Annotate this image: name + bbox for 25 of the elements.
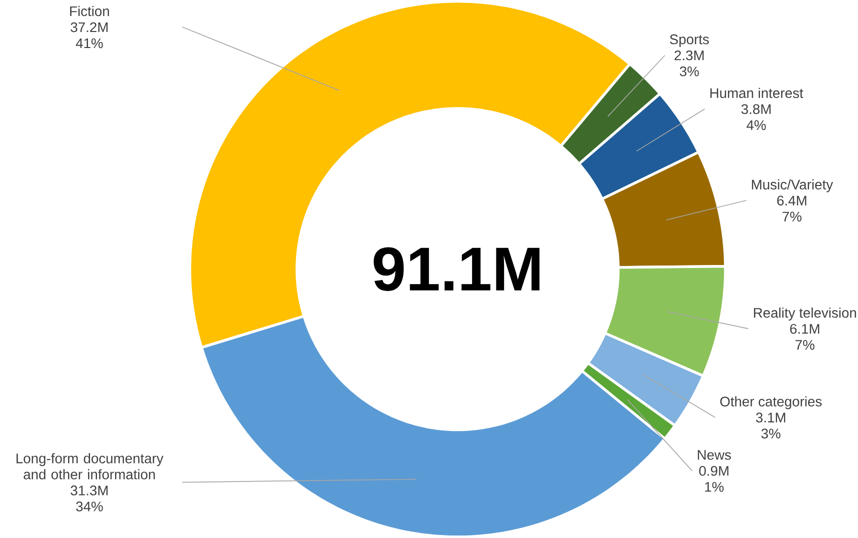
slice-label: Music/Variety [752, 179, 834, 192]
text: 91.1M [374, 247, 540, 291]
slice-label: Long-form documentary and other information [16, 453, 164, 480]
text: 41% [76, 38, 103, 48]
slice-label: Fiction [70, 6, 109, 16]
text: 34% [76, 501, 103, 512]
slice-label: Other categories [720, 396, 822, 410]
data-label: 2.3M [674, 50, 704, 60]
data-label: 37.2M [70, 22, 108, 32]
slice-label: Human interest [710, 88, 804, 98]
slice-label: Sports [670, 34, 709, 47]
text: 1% [705, 482, 724, 492]
data-label: 3.8M [741, 104, 771, 114]
data-label: 6.1M [790, 324, 820, 334]
text: 4% [746, 120, 766, 130]
data-label: 0.9M [699, 466, 728, 476]
text: 3% [761, 428, 780, 438]
data-label: 31.3M [70, 485, 108, 496]
data-label: 6.4M [777, 196, 806, 206]
slice-label: Reality television [754, 307, 856, 320]
text: 7% [782, 212, 802, 222]
data-label: 3.1M [756, 412, 786, 422]
text: 3% [680, 66, 699, 76]
text: 7% [796, 340, 814, 350]
slice-label: News [698, 450, 731, 460]
